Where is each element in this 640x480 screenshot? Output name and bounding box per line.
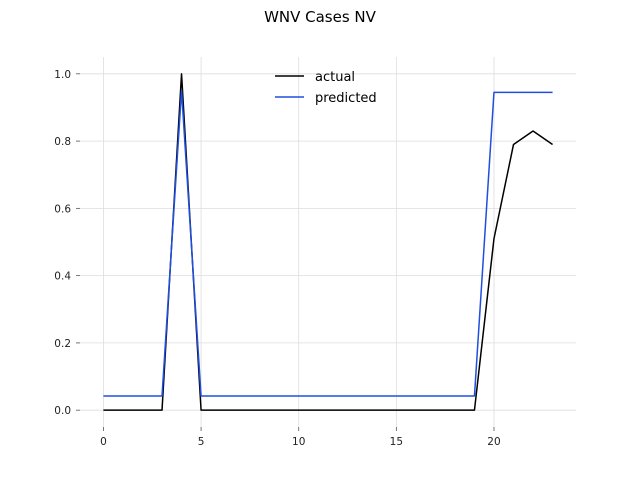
y-tick-label: 0.0 — [54, 405, 71, 417]
x-tick-label: 0 — [100, 436, 107, 448]
y-tick-label: 0.6 — [54, 203, 71, 215]
x-tick-label: 10 — [292, 436, 305, 448]
axes: 0 5 10 15 20 0.0 0.2 0.4 0.6 0.8 1.0 — [54, 69, 500, 448]
series-line-predicted — [103, 89, 553, 397]
chart-title: WNV Cases NV — [264, 8, 377, 26]
legend-label-predicted: predicted — [315, 91, 377, 106]
y-tick-label: 0.8 — [54, 136, 71, 148]
legend: actual predicted — [275, 70, 377, 106]
legend-label-actual: actual — [315, 70, 355, 85]
x-tick-label: 5 — [198, 436, 205, 448]
y-tick-label: 1.0 — [54, 69, 71, 81]
grid — [80, 57, 576, 427]
x-tick-label: 15 — [390, 436, 403, 448]
series-line-actual — [103, 73, 553, 411]
y-tick-label: 0.2 — [54, 338, 71, 350]
y-tick-label: 0.4 — [54, 271, 71, 283]
x-tick-label: 20 — [487, 436, 500, 448]
series-lines — [103, 73, 553, 411]
